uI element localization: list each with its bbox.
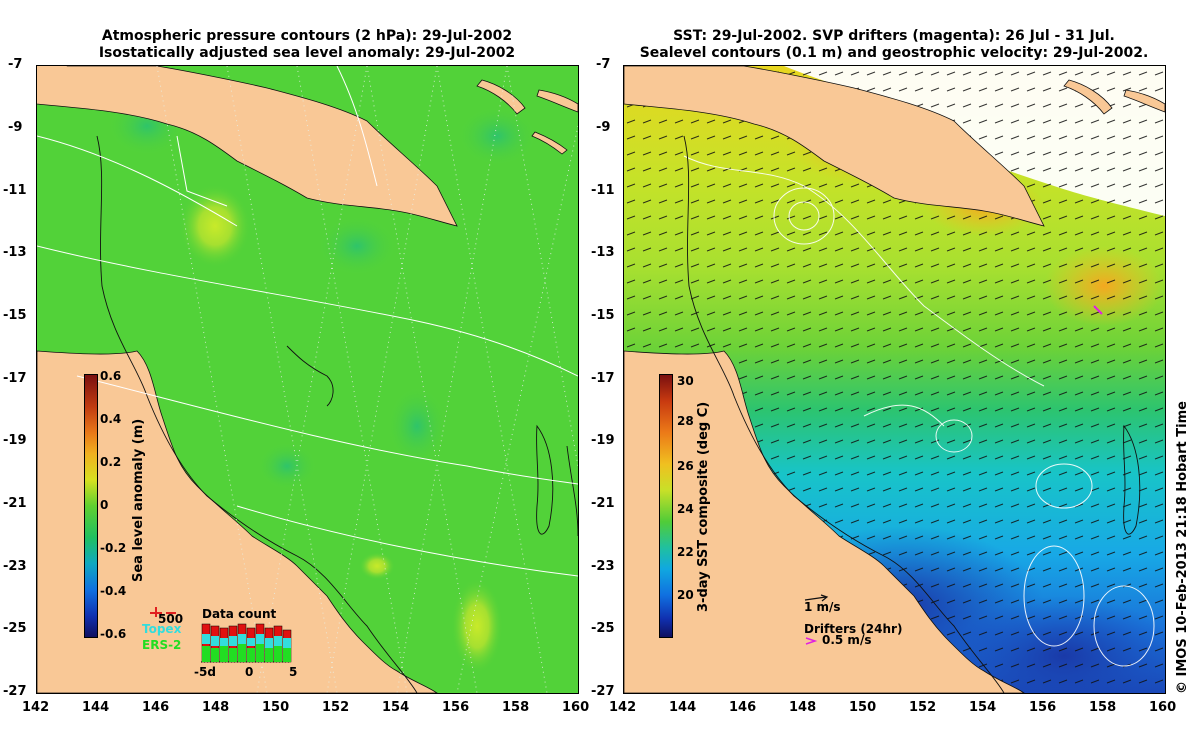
lon-tick: 160 bbox=[562, 700, 590, 715]
cbar-tick: 0 bbox=[100, 498, 109, 512]
cbar-tick: 30 bbox=[677, 374, 694, 388]
sla-high-anomaly-north bbox=[179, 184, 251, 268]
lon-tick: 158 bbox=[502, 700, 530, 715]
right-title-line2: Sealevel contours (0.1 m) and geostrophi… bbox=[639, 45, 1149, 61]
left-map-sea-level-anomaly bbox=[36, 65, 579, 694]
cbar-tick: 28 bbox=[677, 414, 694, 428]
lon-tick: 148 bbox=[789, 700, 817, 715]
lon-tick: 142 bbox=[22, 700, 50, 715]
lon-tick: 152 bbox=[322, 700, 350, 715]
lat-tick: -27 bbox=[591, 684, 615, 699]
lon-tick: 160 bbox=[1149, 700, 1177, 715]
australia-land-left bbox=[37, 350, 438, 693]
cbar-tick: -0.4 bbox=[100, 584, 127, 598]
lon-tick: 144 bbox=[82, 700, 110, 715]
lat-tick: -21 bbox=[591, 496, 615, 511]
lon-tick: 154 bbox=[969, 700, 997, 715]
cbar-tick: 24 bbox=[677, 502, 694, 516]
satellite-ers2-label: ERS-2 bbox=[142, 638, 182, 652]
velocity-scale-label: 1 m/s bbox=[804, 600, 841, 614]
lat-tick: -17 bbox=[3, 371, 27, 386]
satellite-topex-label: Topex bbox=[142, 622, 182, 636]
drifter-scale-label: 0.5 m/s bbox=[822, 633, 872, 647]
left-map-canvas bbox=[37, 66, 578, 693]
lat-tick: -11 bbox=[3, 183, 27, 198]
cbar-tick: 0.2 bbox=[100, 455, 122, 469]
sla-high-anomaly-south bbox=[451, 578, 503, 674]
data-count-bars bbox=[201, 623, 292, 663]
australia-land-right bbox=[624, 350, 1025, 693]
lon-tick: 154 bbox=[382, 700, 410, 715]
cbar-tick: 20 bbox=[677, 588, 694, 602]
right-map-canvas bbox=[624, 66, 1165, 693]
lat-tick: -23 bbox=[591, 559, 615, 574]
lat-tick: -23 bbox=[3, 559, 27, 574]
drifter-arrow-icon bbox=[805, 637, 818, 645]
lat-tick: -11 bbox=[591, 183, 615, 198]
lon-tick: 150 bbox=[262, 700, 290, 715]
lat-tick: -9 bbox=[596, 120, 611, 135]
cbar-tick: 0.6 bbox=[100, 369, 122, 383]
lat-tick: -15 bbox=[591, 308, 615, 323]
new-guinea-land bbox=[37, 66, 458, 227]
lat-tick: -7 bbox=[8, 57, 23, 72]
lon-tick: 146 bbox=[729, 700, 757, 715]
lat-tick: -13 bbox=[3, 245, 27, 260]
left-title-line1: Atmospheric pressure contours (2 hPa): 2… bbox=[101, 28, 513, 44]
lat-tick: -7 bbox=[596, 57, 611, 72]
right-colorbar bbox=[659, 374, 673, 638]
left-title-line2: Isostatically adjusted sea level anomaly… bbox=[98, 45, 516, 61]
cbar-tick: 0.4 bbox=[100, 412, 122, 426]
left-colorbar bbox=[84, 374, 98, 638]
lon-tick: 148 bbox=[202, 700, 230, 715]
lat-tick: -13 bbox=[591, 245, 615, 260]
count-tick: 0 bbox=[245, 665, 254, 679]
new-guinea-land-right bbox=[624, 66, 1045, 227]
count-tick: -5d bbox=[194, 665, 216, 679]
scale-bar-icon bbox=[150, 607, 176, 617]
lon-tick: 142 bbox=[609, 700, 637, 715]
lat-tick: -19 bbox=[3, 433, 27, 448]
lon-tick: 156 bbox=[442, 700, 470, 715]
lon-tick: 150 bbox=[849, 700, 877, 715]
lat-tick: -15 bbox=[3, 308, 27, 323]
lon-tick: 152 bbox=[909, 700, 937, 715]
lon-tick: 144 bbox=[669, 700, 697, 715]
lon-tick: 158 bbox=[1089, 700, 1117, 715]
drifter-legend-title: Drifters (24hr) bbox=[804, 622, 903, 636]
velocity-scale-arrow-icon bbox=[804, 594, 829, 602]
cbar-tick: -0.2 bbox=[100, 541, 127, 555]
cbar-tick: -0.6 bbox=[100, 627, 127, 641]
lat-tick: -25 bbox=[591, 621, 615, 636]
data-count-title: Data count bbox=[202, 607, 277, 621]
lat-tick: -9 bbox=[8, 120, 23, 135]
count-tick: 5 bbox=[289, 665, 298, 679]
lat-tick: -27 bbox=[3, 684, 27, 699]
scale-value: 500 bbox=[158, 612, 184, 626]
lat-tick: -17 bbox=[591, 371, 615, 386]
lat-tick: -25 bbox=[3, 621, 27, 636]
lat-tick: -21 bbox=[3, 496, 27, 511]
right-colorbar-label: 3-day SST composite (deg C) bbox=[696, 401, 711, 612]
sealevel-contours bbox=[683, 155, 1155, 667]
lat-tick: -19 bbox=[591, 433, 615, 448]
copyright-text: © IMOS 10-Feb-2013 21:18 Hobart Time bbox=[1175, 401, 1190, 694]
left-colorbar-label: Sea level anomaly (m) bbox=[131, 418, 146, 582]
count-bars bbox=[201, 623, 292, 663]
right-title-line1: SST: 29-Jul-2002. SVP drifters (magenta)… bbox=[673, 28, 1115, 44]
svp-drifter-track bbox=[1093, 305, 1103, 315]
lon-tick: 146 bbox=[142, 700, 170, 715]
right-map-sst bbox=[623, 65, 1166, 694]
lon-tick: 156 bbox=[1029, 700, 1057, 715]
cbar-tick: 22 bbox=[677, 545, 694, 559]
cbar-tick: 26 bbox=[677, 459, 694, 473]
